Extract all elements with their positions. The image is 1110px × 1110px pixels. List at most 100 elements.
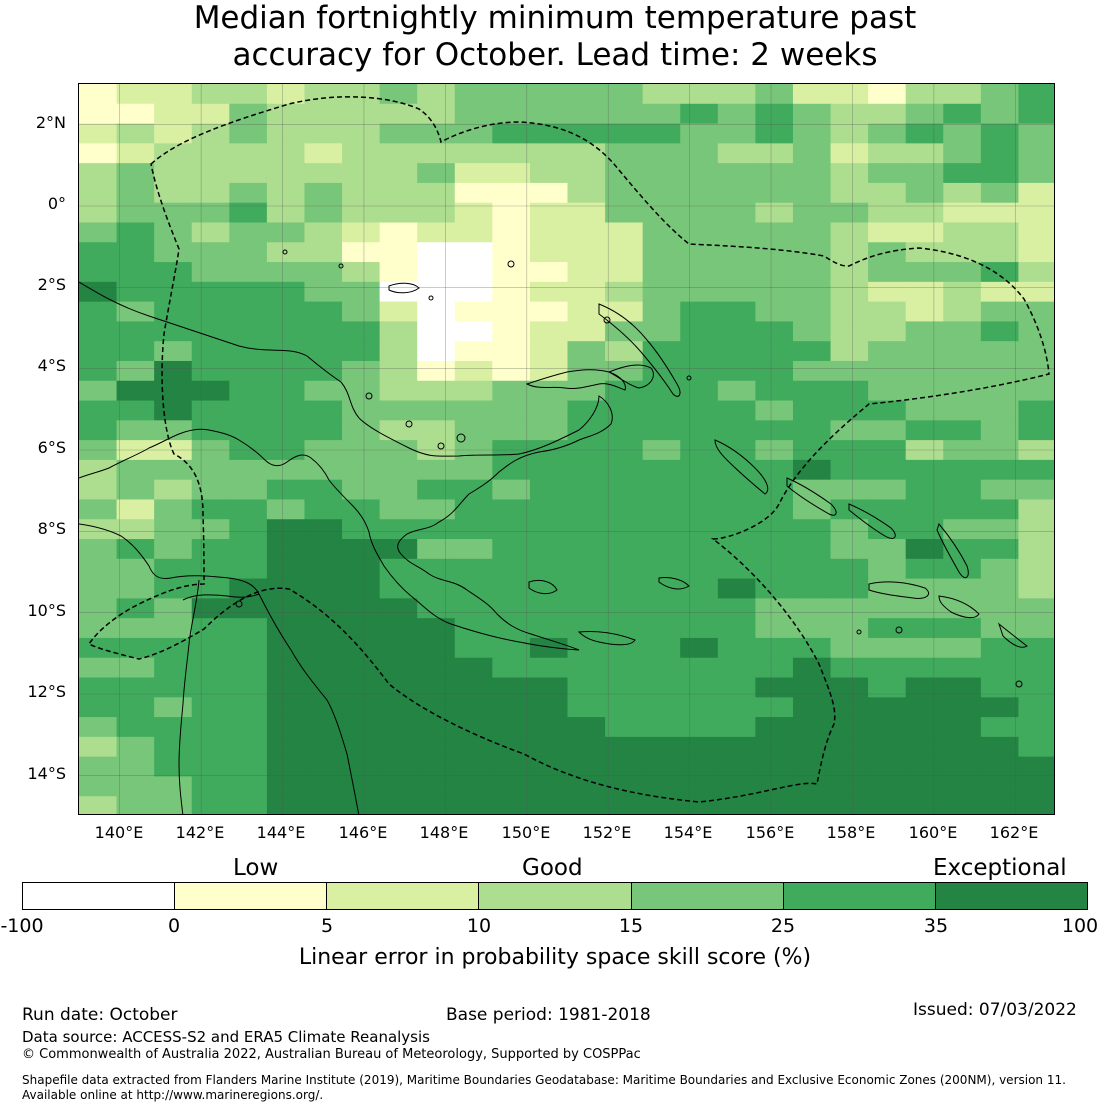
skill-cell bbox=[905, 796, 944, 814]
skill-cell bbox=[792, 400, 832, 421]
skill-cell bbox=[680, 103, 719, 125]
skill-cell bbox=[755, 637, 794, 659]
skill-cell bbox=[266, 598, 306, 619]
skill-cell bbox=[529, 618, 569, 639]
skill-cell bbox=[905, 637, 944, 659]
skill-cell bbox=[792, 479, 832, 501]
skill-cell bbox=[642, 281, 681, 303]
skill-cell bbox=[79, 578, 118, 599]
skill-cell bbox=[266, 341, 306, 362]
skill-cell bbox=[304, 281, 343, 303]
skill-cell bbox=[417, 400, 456, 421]
skill-cell bbox=[943, 756, 982, 778]
skill-cell bbox=[191, 697, 230, 718]
skill-cell bbox=[529, 598, 569, 619]
skill-cell bbox=[905, 717, 944, 738]
skill-cell bbox=[454, 657, 493, 679]
skill-cell bbox=[755, 657, 794, 679]
skill-cell bbox=[755, 143, 794, 164]
skill-cell bbox=[417, 222, 456, 243]
skill-cell bbox=[567, 400, 606, 421]
skill-cell bbox=[642, 618, 681, 639]
coastline-islet bbox=[1015, 680, 1023, 688]
skill-cell bbox=[792, 103, 832, 125]
skill-cell bbox=[492, 301, 531, 322]
skill-cell bbox=[342, 182, 381, 204]
skill-cell bbox=[830, 717, 869, 738]
skill-cell bbox=[191, 242, 230, 263]
skill-cell bbox=[567, 301, 606, 322]
skill-cell bbox=[79, 163, 118, 184]
skill-cell bbox=[905, 736, 944, 758]
lon-label-154e: 154°E bbox=[663, 823, 713, 842]
skill-cell bbox=[379, 558, 418, 580]
skill-cell bbox=[905, 756, 944, 778]
skill-cell bbox=[830, 558, 869, 580]
skill-cell bbox=[79, 420, 118, 441]
skill-cell bbox=[1018, 479, 1054, 501]
skill-cell bbox=[79, 182, 118, 204]
skill-cell bbox=[755, 84, 794, 105]
skill-cell bbox=[680, 736, 719, 758]
skill-cell bbox=[304, 697, 343, 718]
coastline-louisiade bbox=[577, 631, 636, 646]
skill-cell bbox=[417, 360, 456, 382]
skill-cell bbox=[717, 558, 756, 580]
skill-cell bbox=[191, 539, 230, 560]
skill-cell bbox=[379, 618, 418, 639]
skill-cell bbox=[116, 163, 155, 184]
skill-cell bbox=[868, 776, 907, 797]
skill-cell bbox=[266, 281, 306, 303]
skill-cell bbox=[755, 578, 794, 599]
skill-cell bbox=[642, 163, 681, 184]
skill-cell bbox=[342, 202, 381, 224]
skill-cell bbox=[868, 222, 907, 243]
skill-cell bbox=[266, 697, 306, 718]
skill-cell bbox=[116, 400, 155, 421]
skill-cell bbox=[229, 697, 268, 718]
skill-cell bbox=[830, 459, 869, 481]
skill-cell bbox=[755, 736, 794, 758]
skill-cell bbox=[605, 262, 644, 283]
skill-cell bbox=[379, 519, 418, 540]
skill-cell bbox=[868, 202, 907, 224]
skill-cell bbox=[868, 618, 907, 639]
skill-cell bbox=[642, 380, 681, 402]
skill-cell bbox=[717, 341, 756, 362]
skill-cell bbox=[116, 360, 155, 382]
skill-cell bbox=[492, 657, 531, 679]
skill-cell bbox=[417, 103, 456, 125]
skill-cell bbox=[116, 697, 155, 718]
skill-cell bbox=[1018, 202, 1054, 224]
skill-cell bbox=[79, 380, 118, 402]
skill-cell bbox=[492, 420, 531, 441]
skill-cell bbox=[605, 558, 644, 580]
skill-cell bbox=[79, 262, 118, 283]
skill-cell bbox=[755, 103, 794, 125]
skill-cell bbox=[642, 182, 681, 204]
skill-cell bbox=[529, 420, 569, 441]
skill-cell bbox=[905, 519, 944, 540]
skill-cell bbox=[980, 657, 1020, 679]
skill-cell bbox=[454, 262, 493, 283]
skill-cell bbox=[755, 242, 794, 263]
skill-cell bbox=[567, 281, 606, 303]
skill-cell bbox=[717, 262, 756, 283]
skill-cell bbox=[342, 697, 381, 718]
skill-cell bbox=[454, 123, 493, 144]
skill-cell bbox=[868, 459, 907, 481]
skill-cell bbox=[304, 736, 343, 758]
skill-cell bbox=[943, 479, 982, 501]
skill-cell bbox=[680, 618, 719, 639]
skill-cell bbox=[454, 400, 493, 421]
skill-cell bbox=[492, 598, 531, 619]
skill-cell bbox=[304, 143, 343, 164]
skill-cell bbox=[680, 123, 719, 144]
skill-cell bbox=[943, 578, 982, 599]
skill-cell bbox=[154, 321, 193, 342]
skill-cell bbox=[868, 123, 907, 144]
skill-cell bbox=[717, 202, 756, 224]
skill-cell bbox=[492, 558, 531, 580]
skill-cell bbox=[605, 677, 644, 698]
skill-cell bbox=[79, 499, 118, 520]
